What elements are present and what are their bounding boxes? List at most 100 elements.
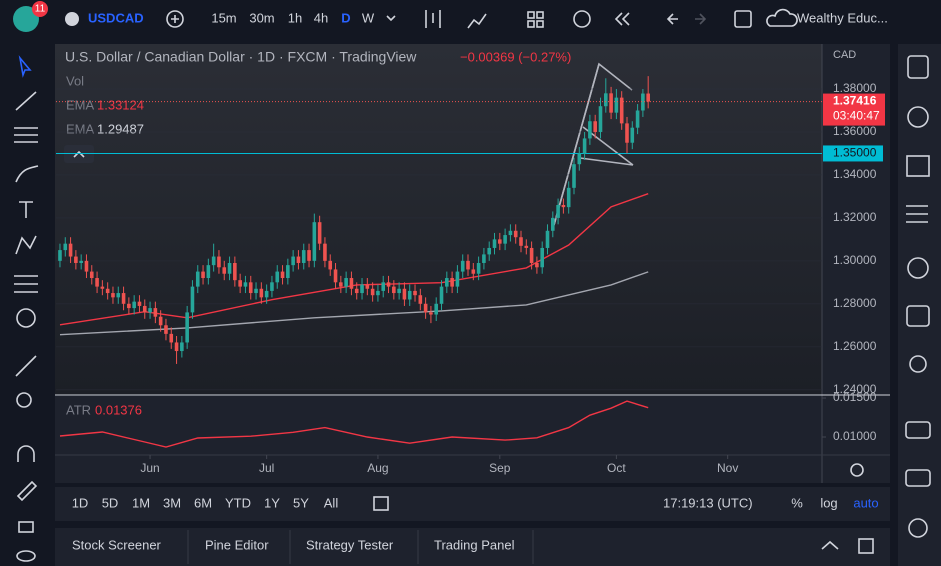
emoji-tool[interactable] xyxy=(16,308,36,328)
candle-body xyxy=(116,293,121,298)
replay[interactable] xyxy=(614,12,630,26)
right-toolbar xyxy=(898,44,941,566)
account[interactable]: Wealthy Educ... xyxy=(797,10,888,25)
candle-body xyxy=(275,271,280,283)
candle-body xyxy=(233,262,237,281)
candle-body xyxy=(545,230,550,248)
draw-mode[interactable] xyxy=(16,480,38,502)
alert[interactable] xyxy=(573,10,591,28)
dropdown[interactable] xyxy=(386,15,396,22)
calendar-ideas[interactable] xyxy=(907,257,929,279)
last-price-label: 1.37416 xyxy=(833,94,877,108)
bottom-toolbar xyxy=(55,487,890,521)
candle-body xyxy=(429,312,433,315)
candle-body xyxy=(418,295,423,304)
data-window[interactable] xyxy=(906,155,930,177)
collapse-panel[interactable] xyxy=(821,540,839,550)
candle-body xyxy=(132,301,136,309)
timeframe[interactable]: All xyxy=(324,495,339,510)
panel-tab[interactable]: Pine Editor xyxy=(205,537,269,552)
candle-body xyxy=(328,260,333,270)
panel-tab[interactable]: Strategy Tester xyxy=(306,537,394,552)
add-symbol[interactable] xyxy=(166,10,184,28)
pattern-tool[interactable] xyxy=(15,235,37,255)
interval[interactable]: 1h xyxy=(288,10,302,25)
candle-body xyxy=(280,271,285,279)
timeframe[interactable]: YTD xyxy=(225,495,251,510)
candle-body xyxy=(598,106,603,132)
interval[interactable]: 30m xyxy=(249,10,274,25)
text-tool[interactable] xyxy=(19,201,33,218)
atr-line xyxy=(59,400,649,448)
timeframe[interactable]: 5Y xyxy=(293,495,309,510)
currency[interactable]: CAD xyxy=(833,49,856,61)
ruler-tool[interactable] xyxy=(15,355,37,377)
avatar[interactable] xyxy=(13,6,39,32)
candle-body xyxy=(84,260,89,272)
timeframe[interactable]: 5D xyxy=(102,495,119,510)
volume-label: Vol xyxy=(66,73,84,88)
timeframe[interactable]: 1D xyxy=(72,495,89,510)
candle-body xyxy=(333,269,338,283)
lock-tool[interactable] xyxy=(18,521,34,533)
scale-button[interactable]: log xyxy=(820,495,837,510)
scale-button[interactable]: % xyxy=(791,495,803,510)
candle-body xyxy=(185,312,189,343)
candle-body xyxy=(307,250,311,261)
atr-value: 0.01376 xyxy=(95,402,142,417)
fib-tool[interactable] xyxy=(14,127,38,143)
maximize-panel[interactable] xyxy=(858,538,874,554)
indicators[interactable] xyxy=(467,13,487,29)
timeframe[interactable]: 1Y xyxy=(264,495,280,510)
zoom-tool[interactable] xyxy=(16,392,32,408)
scale-button[interactable]: auto xyxy=(853,495,878,510)
panel-tab[interactable]: Trading Panel xyxy=(434,537,515,552)
symbol[interactable]: USDCAD xyxy=(88,10,144,25)
interval[interactable]: 15m xyxy=(211,10,236,25)
visibility-tool[interactable] xyxy=(16,550,36,562)
collapse-legend[interactable] xyxy=(64,145,94,163)
magnet-tool[interactable] xyxy=(17,445,35,462)
layout[interactable] xyxy=(527,11,535,19)
candle-body xyxy=(243,282,248,287)
timeframe[interactable]: 6M xyxy=(194,495,212,510)
prediction-tool[interactable] xyxy=(14,275,38,293)
chat[interactable] xyxy=(905,421,931,439)
undo[interactable] xyxy=(666,13,678,25)
candle-body xyxy=(264,290,269,298)
timeframe[interactable]: 3M xyxy=(163,495,181,510)
date-range[interactable] xyxy=(373,496,389,511)
cloud[interactable] xyxy=(766,8,798,27)
timeframe[interactable]: 1M xyxy=(132,495,150,510)
candle-body xyxy=(524,245,529,248)
redo[interactable] xyxy=(695,13,707,25)
help[interactable] xyxy=(908,518,928,538)
ideas[interactable] xyxy=(909,355,927,373)
fullscreen[interactable] xyxy=(734,10,752,28)
watchlist[interactable] xyxy=(907,55,929,79)
trendline-tool[interactable] xyxy=(15,91,37,111)
alerts[interactable] xyxy=(907,106,929,128)
candle-body xyxy=(137,301,142,306)
candle-body xyxy=(365,284,370,289)
candle-body xyxy=(529,247,534,263)
hotlist[interactable] xyxy=(906,205,928,223)
candle-body xyxy=(211,256,216,266)
cursor-tool[interactable] xyxy=(18,55,32,78)
candle-body xyxy=(349,278,354,289)
brush-tool[interactable] xyxy=(15,165,39,183)
candle-body xyxy=(407,290,412,300)
interval[interactable]: D xyxy=(341,10,350,25)
chart-type[interactable] xyxy=(425,10,441,28)
interval[interactable]: W xyxy=(362,10,375,25)
settings[interactable] xyxy=(850,463,864,477)
panel-tab[interactable]: Stock Screener xyxy=(72,537,162,552)
candle-body xyxy=(190,286,195,313)
interval[interactable]: 4h xyxy=(314,10,328,25)
calendar[interactable] xyxy=(906,305,930,327)
x-tick-label: Sep xyxy=(489,461,511,475)
messages[interactable] xyxy=(905,469,931,487)
candle-body xyxy=(450,278,454,287)
candle-body xyxy=(603,93,608,107)
